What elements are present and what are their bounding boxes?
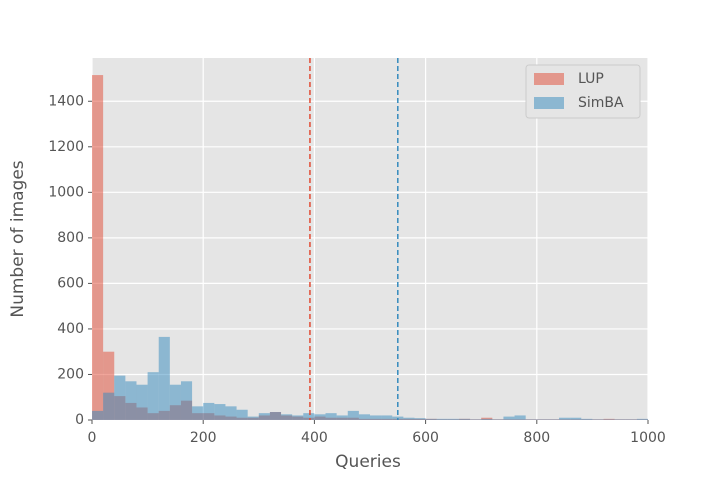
y-tick-label: 1200	[48, 139, 84, 155]
y-tick-label: 0	[75, 412, 84, 428]
x-tick-label: 400	[301, 430, 328, 446]
bar	[503, 416, 515, 420]
bar	[436, 418, 448, 420]
bar	[358, 414, 370, 420]
bar	[92, 410, 104, 420]
bar	[492, 419, 504, 420]
legend-swatch	[534, 73, 564, 85]
bar	[158, 336, 170, 420]
bar	[414, 418, 426, 420]
bar	[180, 381, 193, 420]
bar	[614, 419, 626, 420]
legend-label: LUP	[578, 71, 604, 87]
bar	[247, 416, 259, 420]
bar	[103, 392, 115, 420]
bar	[325, 413, 337, 420]
bar	[203, 402, 215, 420]
x-tick-label: 0	[88, 430, 97, 446]
bar	[147, 372, 159, 420]
bar	[292, 415, 304, 420]
bar	[403, 417, 415, 420]
bar	[336, 415, 348, 420]
bar	[225, 406, 237, 420]
y-tick-label: 200	[57, 366, 84, 382]
bar	[481, 418, 493, 420]
bar	[381, 415, 393, 420]
bar	[214, 404, 226, 420]
y-tick-label: 1400	[48, 93, 84, 109]
bar	[447, 418, 459, 420]
bar	[103, 351, 115, 420]
bar	[536, 419, 548, 420]
bar	[258, 413, 270, 420]
x-tick-label: 200	[190, 430, 217, 446]
bar	[625, 419, 637, 420]
bar	[169, 384, 181, 420]
bar	[192, 406, 204, 420]
bar	[303, 413, 315, 420]
bar	[425, 418, 437, 420]
y-axis-label: Number of images	[8, 160, 28, 317]
bar	[470, 419, 482, 420]
bar	[636, 418, 648, 420]
y-tick-label: 800	[57, 230, 84, 246]
bar	[269, 412, 282, 420]
bar	[514, 415, 526, 420]
x-tick-label: 800	[523, 430, 550, 446]
bar	[458, 418, 471, 420]
bar	[136, 384, 148, 420]
bar	[125, 381, 137, 420]
bar	[370, 415, 382, 420]
bar	[236, 409, 248, 420]
x-axis-label: Queries	[335, 452, 401, 472]
bar	[281, 414, 293, 420]
bar	[581, 418, 593, 420]
bar	[559, 417, 571, 420]
bar	[592, 419, 604, 420]
bar	[92, 75, 104, 420]
bar	[114, 375, 126, 420]
bar	[570, 417, 582, 420]
y-tick-label: 400	[57, 321, 84, 337]
bar	[547, 419, 560, 420]
legend-swatch	[534, 97, 564, 109]
bar	[525, 419, 537, 420]
bar	[314, 414, 326, 420]
x-tick-label: 600	[412, 430, 439, 446]
x-tick-label: 1000	[630, 430, 666, 446]
bar	[347, 410, 359, 420]
y-tick-label: 1000	[48, 184, 84, 200]
bar	[603, 419, 615, 420]
legend-label: SimBA	[578, 95, 624, 111]
y-tick-label: 600	[57, 275, 84, 291]
